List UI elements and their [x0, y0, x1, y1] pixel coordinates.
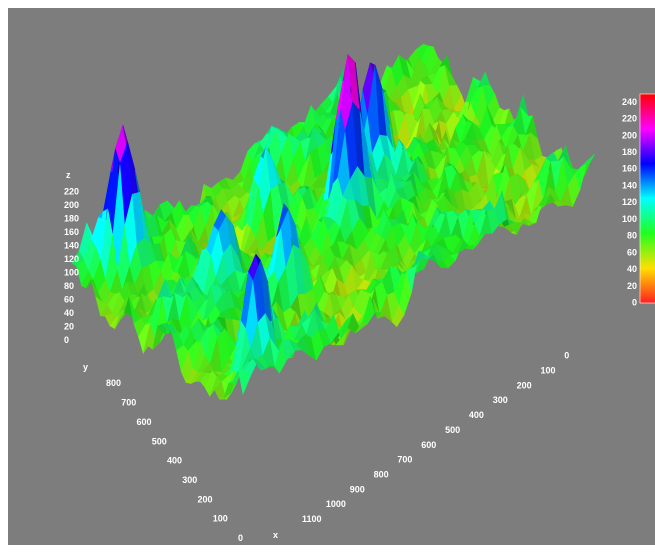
- z-tick-label: 20: [64, 322, 74, 332]
- colorbar-tick-label: 180: [622, 147, 637, 157]
- y-tick-label: 0: [238, 533, 243, 543]
- colorbar-tick-label: 80: [627, 231, 637, 241]
- x-tick-label: 600: [421, 440, 436, 450]
- colorbar-tick-label: 220: [622, 114, 637, 124]
- y-tick-label: 600: [136, 417, 151, 427]
- colorbar-tick-label: 20: [627, 281, 637, 291]
- z-tick-label: 220: [64, 187, 79, 197]
- x-tick-label: 1000: [326, 499, 346, 509]
- colorbar-tick-label: 120: [622, 197, 637, 207]
- x-tick-label: 700: [397, 455, 412, 465]
- colorbar-tick-label: 240: [622, 97, 637, 107]
- colorbar: 0 20 40 60 80 100 120 140 160 180 200 220 240: [622, 93, 655, 308]
- x-tick-label: 800: [374, 469, 389, 479]
- x-tick-label: 400: [469, 410, 484, 420]
- x-tick-label: 500: [445, 425, 460, 435]
- y-tick-label: 200: [197, 494, 212, 504]
- y-axis-label: y: [83, 362, 88, 372]
- x-tick-label: 300: [493, 395, 508, 405]
- z-tick-label: 40: [64, 308, 74, 318]
- z-tick-label: 80: [64, 281, 74, 291]
- z-tick-label: 120: [64, 254, 79, 264]
- colorbar-tick-label: 60: [627, 247, 637, 257]
- surface: [71, 43, 595, 401]
- x-tick-label: 200: [517, 380, 532, 390]
- surface-plot: z y x 0204060801001201401601802002200100…: [64, 43, 655, 543]
- colorbar-tick-label: 160: [622, 164, 637, 174]
- z-tick-label: 160: [64, 227, 79, 237]
- colorbar-tick-label: 140: [622, 181, 637, 191]
- y-tick-label: 300: [182, 475, 197, 485]
- axes: z y x 0 20 40 60 80 100 120 140 160 180 200 220 0 100…: [64, 170, 569, 543]
- x-axis-label: x: [273, 530, 278, 540]
- x-tick-label: 0: [564, 351, 569, 361]
- z-tick-label: 60: [64, 295, 74, 305]
- z-tick-label: 180: [64, 214, 79, 224]
- colorbar-tick-label: 0: [632, 298, 637, 308]
- colorbar-tick-label: 40: [627, 264, 637, 274]
- z-tick-label: 140: [64, 241, 79, 251]
- x-tick-label: 1100: [302, 514, 322, 524]
- z-tick-label: 200: [64, 200, 79, 210]
- colorbar-tick-label: 200: [622, 130, 637, 140]
- z-tick-label: 100: [64, 268, 79, 278]
- x-tick-label: 900: [350, 484, 365, 494]
- x-tick-label: 100: [541, 366, 556, 376]
- plot-area: z y x 0 20 40 60 80 100 120 140 160 180 200 220 0 100…: [8, 8, 655, 545]
- y-tick-label: 700: [121, 398, 136, 408]
- y-tick-label: 500: [152, 436, 167, 446]
- colorbar-tick-label: 100: [622, 214, 637, 224]
- colorbar-gradient: [640, 94, 655, 303]
- surface-cell: [582, 153, 595, 166]
- y-tick-label: 100: [213, 514, 228, 524]
- z-axis-label: z: [66, 170, 71, 180]
- z-tick-label: 0: [64, 335, 69, 345]
- y-tick-label: 400: [167, 456, 182, 466]
- y-tick-label: 800: [106, 378, 121, 388]
